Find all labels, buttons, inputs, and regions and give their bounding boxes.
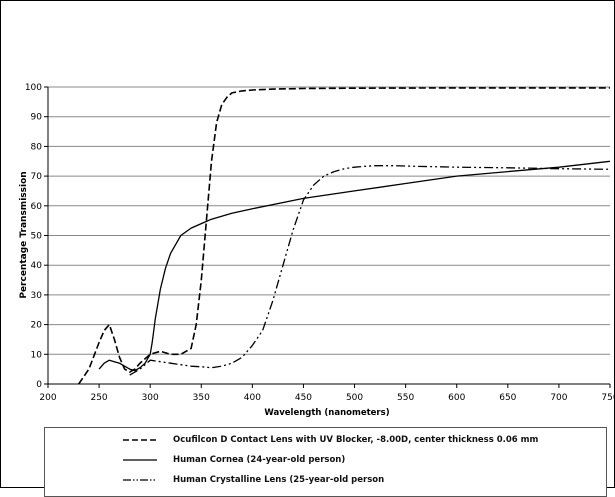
- x-tick-label: 750: [601, 393, 615, 403]
- series-line-1: [78, 87, 610, 385]
- tick-labels: 0 10 20 30 40 50 60 70 80 90 100 200 250 300 350 400 450…: [25, 83, 615, 403]
- legend-item-cornea: Human Cornea (24-year-old person): [123, 453, 345, 467]
- y-tick-label: 10: [31, 350, 43, 360]
- x-tick-label: 600: [448, 393, 465, 403]
- y-tick-label: 80: [31, 142, 43, 152]
- x-tick-label: 400: [244, 393, 261, 403]
- legend-swatch-dashed: [123, 439, 157, 441]
- legend-swatch-dashdotdot: [123, 479, 157, 481]
- series-line-3: [129, 165, 611, 376]
- y-tick-label: 30: [31, 291, 43, 301]
- y-tick-label: 70: [31, 172, 43, 182]
- x-tick-label: 300: [142, 393, 159, 403]
- x-tick-label: 450: [295, 393, 312, 403]
- y-tick-label: 0: [36, 380, 42, 390]
- legend-label: Ocufilcon D Contact Lens with UV Blocker…: [173, 435, 539, 445]
- legend-label: Human Cornea (24-year-old person): [173, 455, 346, 465]
- x-tick-label: 500: [346, 393, 363, 403]
- x-tick-label: 250: [90, 393, 107, 403]
- legend-swatch-solid: [123, 459, 157, 461]
- legend-label: Human Crystalline Lens (25-year-old pers…: [173, 475, 385, 485]
- y-tick-label: 60: [31, 202, 43, 212]
- axes: [44, 86, 611, 388]
- series-layer: [78, 87, 611, 385]
- x-axis-title: Wavelength (nanometers): [264, 408, 389, 418]
- series-line-2: [98, 160, 611, 372]
- x-tick-label: 650: [499, 393, 516, 403]
- legend-item-ocufilcon: Ocufilcon D Contact Lens with UV Blocker…: [123, 433, 538, 447]
- x-tick-label: 550: [397, 393, 414, 403]
- x-tick-label: 700: [550, 393, 567, 403]
- y-tick-label: 40: [31, 261, 43, 271]
- x-tick-label: 350: [193, 393, 210, 403]
- legend-item-crystalline-lens: Human Crystalline Lens (25-year-old pers…: [123, 473, 384, 487]
- y-axis-title: Percentage Transmission: [19, 171, 29, 298]
- legend: Ocufilcon D Contact Lens with UV Blocker…: [44, 427, 607, 497]
- x-tick-label: 200: [39, 393, 56, 403]
- grid-lines: [48, 86, 610, 355]
- y-tick-label: 100: [25, 83, 42, 93]
- y-tick-label: 20: [31, 321, 43, 331]
- y-tick-label: 90: [31, 113, 43, 123]
- y-tick-label: 50: [31, 232, 43, 242]
